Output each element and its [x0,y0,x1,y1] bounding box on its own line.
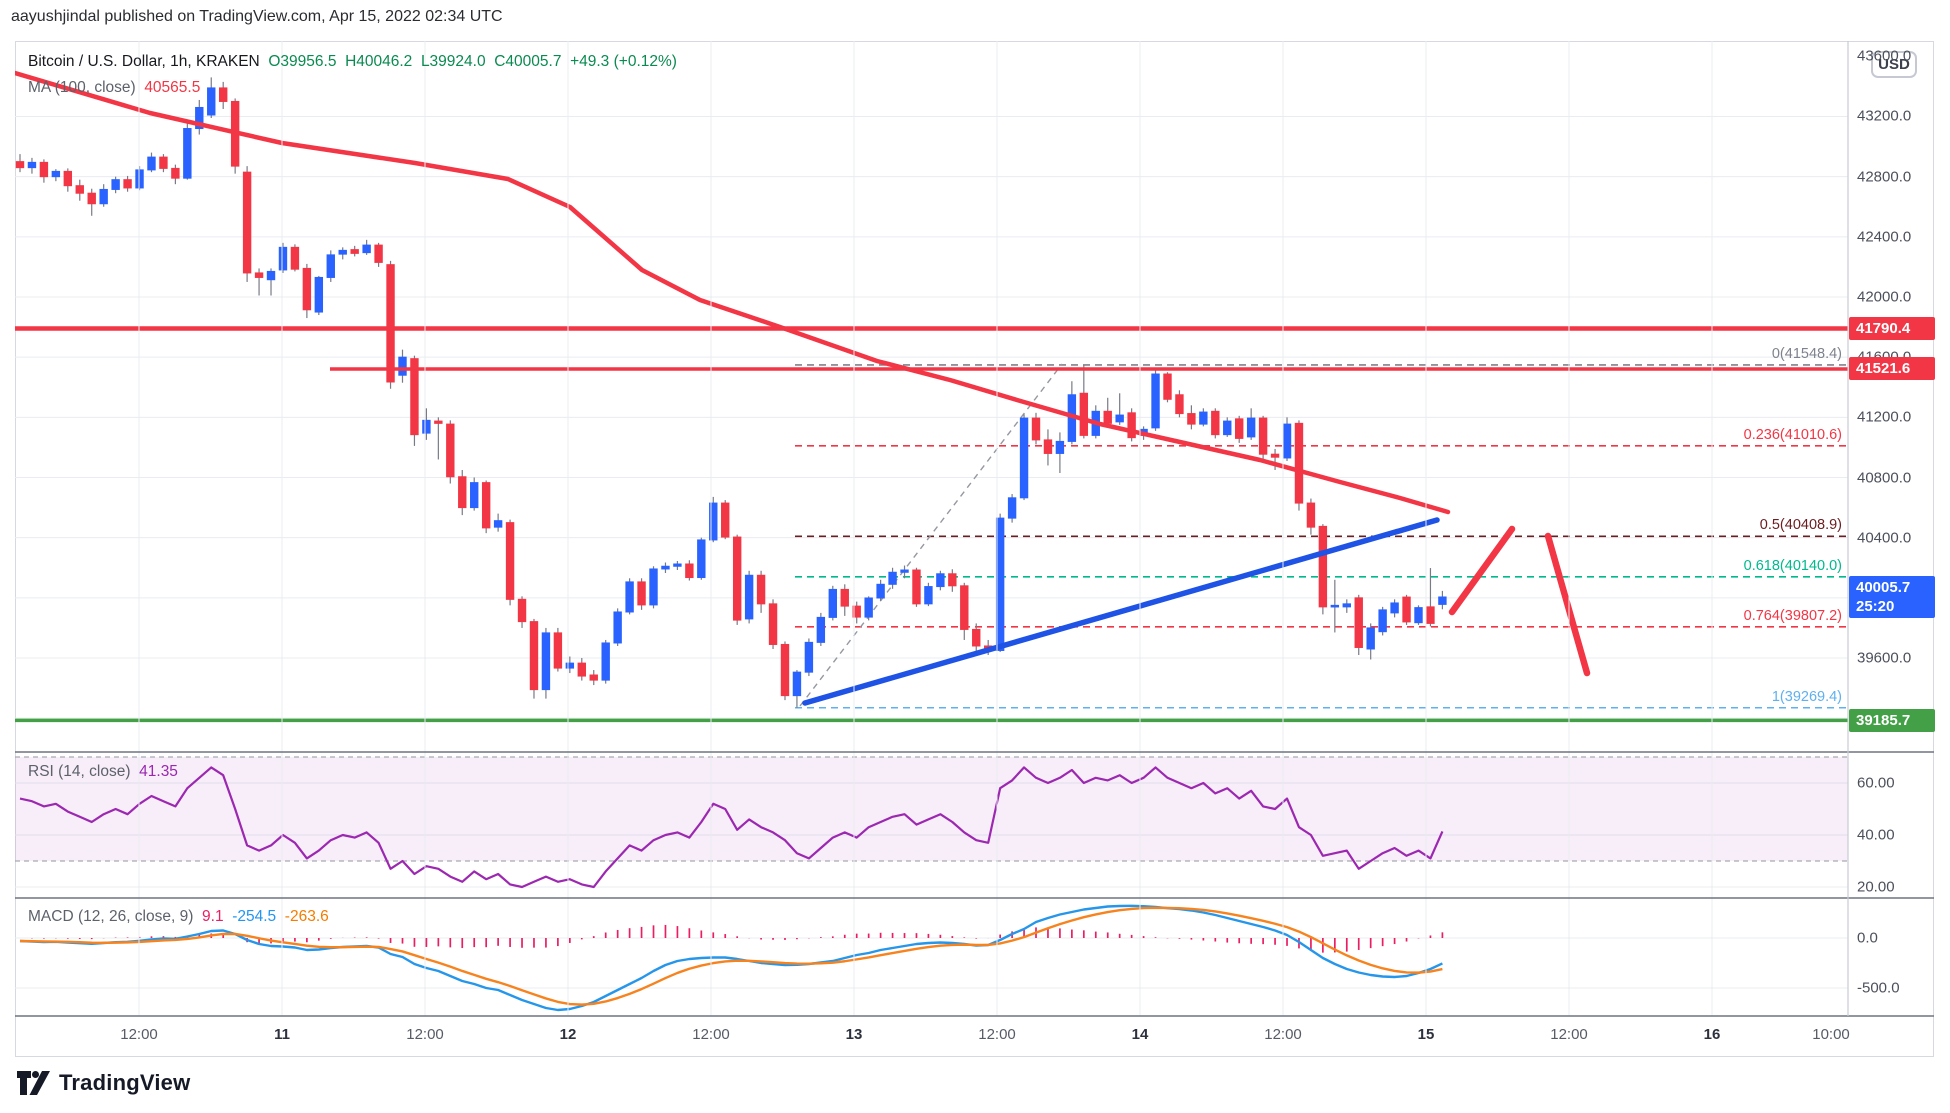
time-tick-day: 13 [845,1026,863,1043]
rsi-pane[interactable] [15,756,1848,889]
chart-canvas[interactable] [15,41,1934,1057]
macd-tick: -500.0 [1857,979,1900,997]
price-tick: 39600.0 [1857,649,1912,667]
price-label-chip: 41521.6 [1849,357,1935,381]
rsi-tick: 60.00 [1857,774,1895,792]
tradingview-logo[interactable]: TradingView [16,1070,190,1096]
price-tick: 43200.0 [1857,107,1912,125]
time-tick-day: 16 [1703,1026,1721,1043]
fib-level-label: 0.764(39807.2) [1743,607,1842,624]
ma-legend[interactable]: MA (100, close) 40565.5 [28,79,200,97]
chart-frame [15,41,1934,1057]
ma-label: MA (100, close) [28,79,136,96]
macd-label: MACD (12, 26, close, 9) [28,908,194,925]
symbol-title: Bitcoin / U.S. Dollar, 1h, KRAKEN [28,53,260,70]
time-tick: 12:00 [692,1026,730,1043]
ohlc-change: +49.3 (+0.12%) [570,53,677,70]
time-tick: 12:00 [1264,1026,1302,1043]
time-tick-day: 12 [559,1026,577,1043]
price-label-chip: 41790.4 [1849,317,1935,341]
macd-hist-value: 9.1 [202,908,224,925]
time-tick: 12:00 [406,1026,444,1043]
macd-signal-value: -263.6 [284,908,329,925]
time-tick: 12:00 [978,1026,1016,1043]
main-pane[interactable] [15,70,1848,723]
published-caption: aayushjindal published on TradingView.co… [11,8,503,25]
price-tick: 42000.0 [1857,288,1912,306]
rsi-tick: 20.00 [1857,878,1895,896]
price-tick: 41200.0 [1857,408,1912,426]
macd-line-value: -254.5 [232,908,277,925]
price-tick: 42400.0 [1857,228,1912,246]
time-tick: 12:00 [120,1026,158,1043]
price-tick: 40800.0 [1857,469,1912,486]
ohlc-low: L39924.0 [420,53,486,70]
time-tick-day: 11 [274,1026,290,1043]
time-tick-day: 15 [1417,1026,1435,1043]
rsi-legend[interactable]: RSI (14, close) 41.35 [28,763,178,781]
price-label-chip: 39185.7 [1849,708,1935,732]
price-tick: 43600.0 [1857,47,1912,65]
fib-level-label: 1(39269.4) [1771,688,1842,705]
rsi-value: 41.35 [139,763,178,780]
macd-legend[interactable]: MACD (12, 26, close, 9) 9.1 -254.5 -263.… [28,908,329,926]
symbol-legend[interactable]: Bitcoin / U.S. Dollar, 1h, KRAKEN O39956… [28,53,677,71]
currency-toggle-button[interactable]: USD [1871,51,1917,78]
macd-tick: 0.0 [1857,929,1878,947]
fib-level-label: 0.236(41010.6) [1743,426,1842,443]
rsi-tick: 40.00 [1857,826,1895,844]
fib-level-label: 0(41548.4) [1771,345,1842,362]
tradingview-logo-icon [17,1071,50,1095]
macd-pane[interactable] [15,904,1848,1012]
price-tick: 42800.0 [1857,168,1912,186]
fib-level-label: 0.618(40140.0) [1743,557,1842,574]
price-label-chip: 40005.7 25:20 [1849,575,1935,618]
tradingview-logo-text: TradingView [59,1070,191,1095]
rsi-label: RSI (14, close) [28,763,131,780]
ohlc-open: O39956.5 [268,53,337,70]
time-tick: 12:00 [1550,1026,1588,1043]
ohlc-high: H40046.2 [345,53,413,70]
price-tick: 40400.0 [1857,529,1912,547]
fib-level-label: 0.5(40408.9) [1759,517,1842,534]
ma-value: 40565.5 [144,79,201,96]
ohlc-close: C40005.7 [494,53,562,70]
time-tick: 10:00 [1812,1026,1850,1043]
time-tick-day: 14 [1131,1026,1149,1043]
